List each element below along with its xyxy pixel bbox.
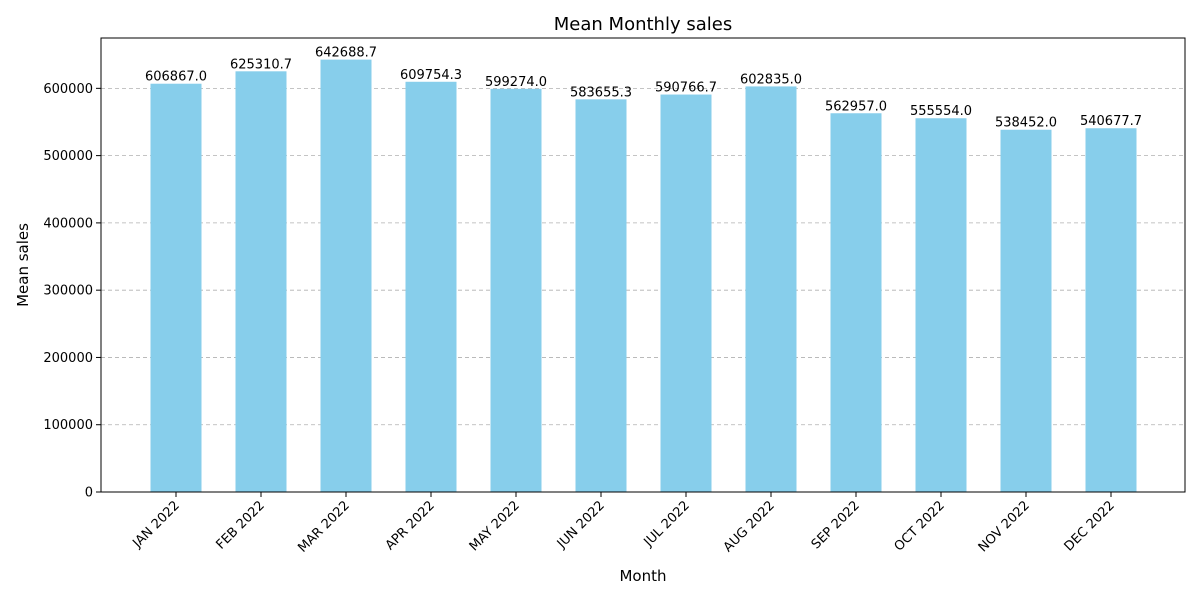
bar-data-label: 625310.7 <box>230 57 292 72</box>
bars <box>150 59 1137 493</box>
chart-title: Mean Monthly sales <box>554 14 732 35</box>
bar <box>575 99 627 492</box>
bar <box>830 113 882 492</box>
x-tick-label: DEC 2022 <box>1062 498 1118 554</box>
y-axis-ticks: 0 100000 200000 300000 400000 500000 600000 <box>43 82 101 501</box>
bar-data-label: 583655.3 <box>570 85 632 100</box>
y-tick-label: 300000 <box>43 284 93 299</box>
bar-data-label: 599274.0 <box>485 75 547 90</box>
bar <box>915 118 967 493</box>
bar-data-label: 538452.0 <box>995 116 1057 131</box>
bar-data-label: 642688.7 <box>315 46 377 61</box>
x-tick-label: JUL 2022 <box>641 498 693 550</box>
y-tick-label: 0 <box>85 486 93 501</box>
bar-data-label: 540677.7 <box>1080 114 1142 129</box>
x-tick-label: MAR 2022 <box>295 498 353 556</box>
x-axis-label: Month <box>619 567 666 585</box>
x-tick-label: NOV 2022 <box>976 498 1033 555</box>
bar-data-label: 606867.0 <box>145 70 207 85</box>
x-tick-label: MAY 2022 <box>467 498 523 554</box>
bar <box>405 81 457 492</box>
y-tick-label: 400000 <box>43 216 93 231</box>
bar <box>490 88 542 492</box>
x-tick-label: APR 2022 <box>383 498 438 553</box>
bar <box>1085 128 1137 493</box>
bar-data-label: 562957.0 <box>825 99 887 114</box>
plot-area-frame <box>100 37 1186 493</box>
bar-data-labels: 606867.0 625310.7 642688.7 609754.3 599274.0… <box>145 46 1142 131</box>
y-axis-label: Mean sales <box>14 223 32 307</box>
bar-data-label: 555554.0 <box>910 104 972 119</box>
bar <box>150 83 202 492</box>
y-tick-label: 100000 <box>43 418 93 433</box>
y-tick-label: 500000 <box>43 149 93 164</box>
bar <box>745 86 797 492</box>
y-tick-label: 200000 <box>43 351 93 366</box>
x-tick-label: FEB 2022 <box>214 498 268 552</box>
x-tick-label: JUN 2022 <box>554 498 608 552</box>
x-tick-label: OCT 2022 <box>892 498 948 554</box>
bar <box>320 59 372 493</box>
x-tick-label: SEP 2022 <box>809 498 863 552</box>
x-tick-label: JAN 2022 <box>129 498 182 551</box>
bar <box>660 94 712 492</box>
x-axis-ticks: JAN 2022 FEB 2022 MAR 2022 APR 2022 MAY 2022… <box>129 492 1118 556</box>
x-tick-label: AUG 2022 <box>721 498 778 555</box>
y-tick-label: 600000 <box>43 82 93 97</box>
bar-data-label: 590766.7 <box>655 81 717 96</box>
bar-data-label: 609754.3 <box>400 68 462 83</box>
bar <box>1000 129 1052 492</box>
bar <box>235 71 287 493</box>
bar-data-label: 602835.0 <box>740 72 802 87</box>
